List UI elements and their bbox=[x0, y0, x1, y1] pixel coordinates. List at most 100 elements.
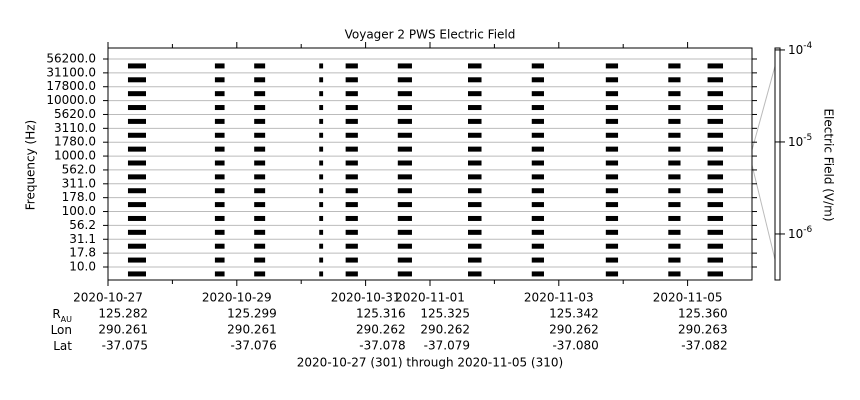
observation bbox=[127, 91, 146, 97]
y-tick-label: 5620.0 bbox=[54, 107, 96, 121]
ephemeris-value: -37.078 bbox=[359, 339, 405, 353]
observation bbox=[319, 215, 324, 221]
ephemeris-label-main: Lon bbox=[51, 323, 72, 337]
y-tick-label: 178.0 bbox=[62, 190, 96, 204]
colorbar-tick-exponent: -4 bbox=[803, 40, 812, 50]
observation bbox=[531, 257, 544, 263]
observation bbox=[127, 118, 146, 124]
observation bbox=[345, 229, 358, 235]
observation bbox=[467, 132, 482, 138]
observation bbox=[707, 257, 724, 263]
observation bbox=[214, 118, 225, 124]
observation bbox=[467, 77, 482, 83]
observation bbox=[668, 229, 681, 235]
observation bbox=[214, 77, 225, 83]
observation bbox=[319, 146, 324, 152]
observation bbox=[254, 188, 266, 194]
ephemeris-value: 125.360 bbox=[678, 307, 728, 321]
observation bbox=[214, 188, 225, 194]
observation bbox=[214, 271, 225, 277]
observation bbox=[397, 243, 412, 249]
observation bbox=[668, 188, 681, 194]
observation bbox=[467, 118, 482, 124]
observation bbox=[397, 160, 412, 166]
observation bbox=[397, 202, 412, 208]
observation bbox=[605, 132, 619, 138]
observation bbox=[127, 188, 146, 194]
colorbar-tick-label: 10-6 bbox=[788, 224, 813, 240]
colorbar bbox=[774, 47, 781, 281]
observation bbox=[127, 146, 146, 152]
observation bbox=[127, 174, 146, 180]
observation bbox=[605, 118, 619, 124]
observation bbox=[605, 63, 619, 69]
observation bbox=[707, 215, 724, 221]
observation bbox=[668, 118, 681, 124]
observation bbox=[127, 271, 146, 277]
observation bbox=[345, 160, 358, 166]
chart-title: Voyager 2 PWS Electric Field bbox=[345, 28, 516, 42]
observation bbox=[397, 215, 412, 221]
x-tick-label: 2020-11-01 bbox=[395, 291, 465, 305]
observation bbox=[127, 132, 146, 138]
ephemeris-label-main: R bbox=[52, 307, 60, 321]
observation bbox=[467, 105, 482, 111]
observation bbox=[707, 118, 724, 124]
colorbar-tick-exponent: -6 bbox=[803, 224, 812, 234]
observation bbox=[531, 105, 544, 111]
colorbar-tick-label: 10-5 bbox=[788, 132, 812, 148]
observation bbox=[127, 77, 146, 83]
observation bbox=[467, 160, 482, 166]
ephemeris-value: -37.076 bbox=[230, 339, 276, 353]
observation bbox=[531, 215, 544, 221]
observation bbox=[319, 257, 324, 263]
observation bbox=[397, 229, 412, 235]
observation bbox=[319, 271, 324, 277]
observation bbox=[214, 160, 225, 166]
observation bbox=[127, 202, 146, 208]
ephemeris-value: 125.316 bbox=[356, 307, 406, 321]
colorbar-tick-base: 10 bbox=[788, 226, 803, 240]
observation bbox=[214, 202, 225, 208]
y-tick-label: 100.0 bbox=[62, 204, 96, 218]
observation bbox=[345, 105, 358, 111]
observation bbox=[531, 132, 544, 138]
y-tick-label: 1000.0 bbox=[54, 149, 96, 163]
observation bbox=[254, 132, 266, 138]
observation bbox=[668, 243, 681, 249]
observation bbox=[605, 243, 619, 249]
observation bbox=[254, 105, 266, 111]
ephemeris-value: -37.080 bbox=[552, 339, 598, 353]
observation bbox=[531, 271, 544, 277]
observation bbox=[397, 77, 412, 83]
observation bbox=[319, 174, 324, 180]
observation bbox=[319, 63, 324, 69]
y-tick-label: 31100.0 bbox=[46, 65, 96, 79]
observation bbox=[707, 271, 724, 277]
observation bbox=[467, 202, 482, 208]
observation bbox=[467, 188, 482, 194]
observation bbox=[707, 77, 724, 83]
observation bbox=[605, 229, 619, 235]
colorbar-tick-base: 10 bbox=[788, 42, 803, 56]
ephemeris-value: -37.082 bbox=[681, 339, 727, 353]
observation bbox=[707, 160, 724, 166]
observation bbox=[668, 91, 681, 97]
observation bbox=[668, 77, 681, 83]
observation bbox=[127, 215, 146, 221]
observation bbox=[668, 146, 681, 152]
observation bbox=[127, 243, 146, 249]
ephemeris-value: 290.263 bbox=[678, 323, 728, 337]
observation bbox=[127, 257, 146, 263]
observation bbox=[668, 215, 681, 221]
observation bbox=[319, 132, 324, 138]
colorbar-tick-exponent: -5 bbox=[803, 132, 812, 142]
observation bbox=[531, 91, 544, 97]
colorbar-tick-label: 10-4 bbox=[788, 40, 813, 56]
observation bbox=[319, 188, 324, 194]
observation bbox=[254, 118, 266, 124]
observation bbox=[397, 174, 412, 180]
y-tick-label: 1780.0 bbox=[54, 135, 96, 149]
observation bbox=[397, 91, 412, 97]
ephemeris-label: RAU bbox=[52, 307, 72, 324]
